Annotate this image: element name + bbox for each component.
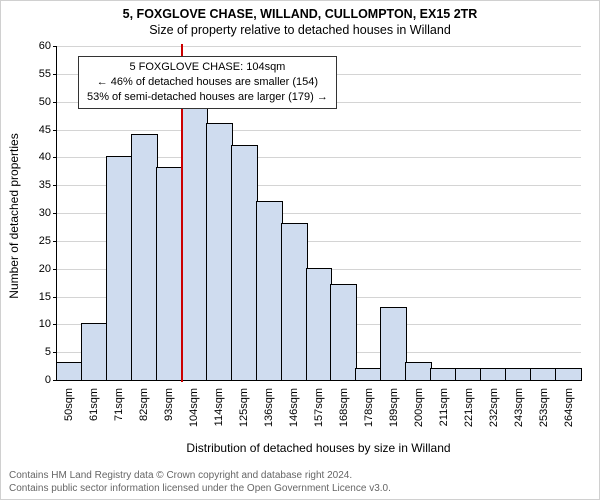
- y-tick-label: 10: [39, 318, 57, 330]
- histogram-bar: [456, 369, 481, 380]
- x-tick: 168sqm: [331, 384, 356, 434]
- histogram-bar: [506, 369, 531, 380]
- x-tick: 136sqm: [257, 384, 282, 434]
- y-tick-label: 30: [39, 207, 57, 219]
- chart-title-address: 5, FOXGLOVE CHASE, WILLAND, CULLOMPTON, …: [1, 7, 599, 21]
- histogram-bar: [107, 157, 132, 380]
- x-tick: 264sqm: [556, 384, 581, 434]
- y-tick-label: 40: [39, 151, 57, 163]
- x-tick-label: 232sqm: [488, 388, 500, 427]
- histogram-bar: [556, 369, 581, 380]
- y-tick-label: 35: [39, 179, 57, 191]
- y-tick-label: 45: [39, 124, 57, 136]
- chart-container: 5, FOXGLOVE CHASE, WILLAND, CULLOMPTON, …: [0, 0, 600, 500]
- histogram-bar: [481, 369, 506, 380]
- histogram-bar: [331, 285, 356, 380]
- histogram-bar: [182, 102, 207, 380]
- y-tick-label: 15: [39, 291, 57, 303]
- histogram-bar: [207, 124, 232, 380]
- x-tick-label: 93sqm: [163, 388, 175, 421]
- plot-area: 50sqm61sqm71sqm82sqm93sqm104sqm114sqm125…: [56, 46, 581, 381]
- histogram-bar: [406, 363, 431, 380]
- x-tick-label: 50sqm: [63, 388, 75, 421]
- footer-line1: Contains HM Land Registry data © Crown c…: [9, 470, 591, 483]
- y-tick-label: 20: [39, 263, 57, 275]
- x-tick: 82sqm: [132, 384, 157, 434]
- histogram-bar: [307, 269, 332, 380]
- x-tick-label: 253sqm: [538, 388, 550, 427]
- y-tick-label: 5: [45, 346, 57, 358]
- x-tick: 61sqm: [82, 384, 107, 434]
- x-tick-label: 157sqm: [313, 388, 325, 427]
- x-tick-label: 71sqm: [113, 388, 125, 421]
- x-tick: 114sqm: [207, 384, 232, 434]
- x-tick-label: 114sqm: [213, 388, 225, 426]
- x-tick-label: 125sqm: [238, 388, 250, 427]
- histogram-bar: [381, 308, 406, 380]
- chart-subtitle: Size of property relative to detached ho…: [1, 23, 599, 37]
- x-tick: 211sqm: [431, 384, 456, 434]
- x-tick-label: 61sqm: [88, 388, 100, 421]
- callout-line3: 53% of semi-detached houses are larger (…: [87, 90, 328, 105]
- x-tick: 243sqm: [506, 384, 531, 434]
- chart-titles: 5, FOXGLOVE CHASE, WILLAND, CULLOMPTON, …: [1, 1, 599, 37]
- histogram-bar: [132, 135, 157, 380]
- x-tick: 221sqm: [456, 384, 481, 434]
- footer-line2: Contains public sector information licen…: [9, 483, 591, 496]
- x-tick-label: 189sqm: [388, 388, 400, 427]
- x-tick-label: 264sqm: [563, 388, 575, 427]
- x-tick: 200sqm: [406, 384, 431, 434]
- histogram-bar: [57, 363, 82, 380]
- x-tick-label: 243sqm: [513, 388, 525, 427]
- x-tick-label: 200sqm: [413, 388, 425, 427]
- y-tick-label: 0: [45, 374, 57, 386]
- x-tick: 178sqm: [356, 384, 381, 434]
- x-tick: 125sqm: [232, 384, 257, 434]
- x-tick: 93sqm: [157, 384, 182, 434]
- x-tick-label: 221sqm: [463, 388, 475, 427]
- y-tick-label: 60: [39, 40, 57, 52]
- histogram-bar: [431, 369, 456, 380]
- y-tick-label: 25: [39, 235, 57, 247]
- x-tick-label: 168sqm: [338, 388, 350, 427]
- y-tick-label: 55: [39, 68, 57, 80]
- histogram-bar: [282, 224, 307, 380]
- x-tick: 146sqm: [282, 384, 307, 434]
- histogram-bar: [157, 168, 182, 380]
- histogram-bar: [82, 324, 107, 380]
- x-tick-label: 146sqm: [288, 388, 300, 427]
- y-axis-label: Number of detached properties: [7, 133, 21, 298]
- x-tick-label: 136sqm: [263, 388, 275, 427]
- x-tick: 104sqm: [182, 384, 207, 434]
- callout-line2: ← 46% of detached houses are smaller (15…: [87, 75, 328, 90]
- x-tick: 189sqm: [381, 384, 406, 434]
- x-tick-label: 211sqm: [438, 388, 450, 426]
- x-tick: 157sqm: [307, 384, 332, 434]
- x-tick: 71sqm: [107, 384, 132, 434]
- x-tick-row: 50sqm 61sqm 71sqm 82sqm 93sqm 104sqm 114sqm 125…: [57, 380, 581, 434]
- x-tick-label: 104sqm: [188, 388, 200, 427]
- x-tick-label: 178sqm: [363, 388, 375, 427]
- histogram-bar: [232, 146, 257, 380]
- y-tick-label: 50: [39, 96, 57, 108]
- x-tick: 253sqm: [531, 384, 556, 434]
- callout-box: 5 FOXGLOVE CHASE: 104sqm ← 46% of detach…: [78, 56, 337, 109]
- x-tick: 232sqm: [481, 384, 506, 434]
- histogram-bar: [356, 369, 381, 380]
- x-tick: 50sqm: [57, 384, 82, 434]
- histogram-bar: [257, 202, 282, 380]
- x-axis-label: Distribution of detached houses by size …: [56, 441, 581, 455]
- histogram-bar: [531, 369, 556, 380]
- x-tick-label: 82sqm: [138, 388, 150, 421]
- footer-attribution: Contains HM Land Registry data © Crown c…: [9, 470, 591, 495]
- callout-line1: 5 FOXGLOVE CHASE: 104sqm: [87, 60, 328, 75]
